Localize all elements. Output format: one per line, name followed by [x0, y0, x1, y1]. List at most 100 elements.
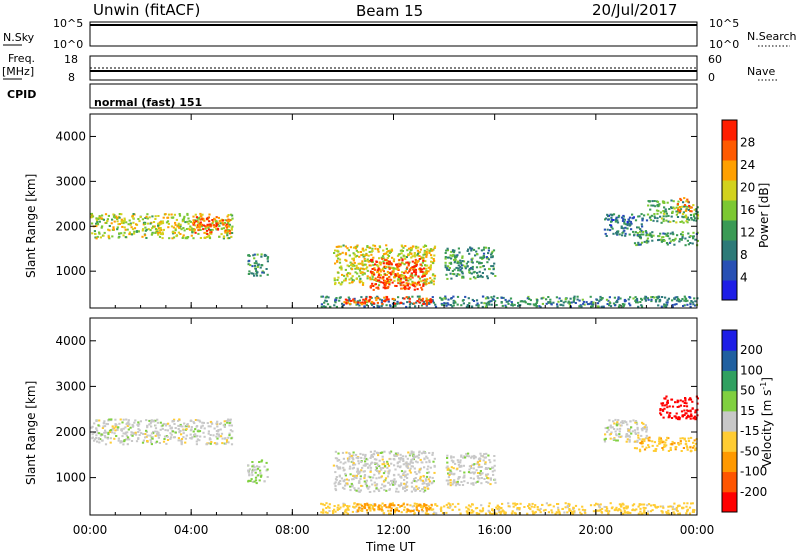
velocity-cell: [625, 433, 628, 435]
velocity-cell: [354, 463, 357, 466]
velocity-cell: [570, 512, 573, 515]
velocity-cell: [622, 512, 625, 515]
power-cell: [100, 217, 103, 220]
velocity-cell: [452, 473, 455, 476]
velocity-cell: [598, 506, 602, 509]
velocity-cell: [340, 477, 343, 480]
power-cell: [476, 260, 479, 263]
power-cell: [635, 297, 639, 300]
power-cell: [557, 300, 560, 303]
power-cell: [644, 299, 647, 302]
velocity-cell: [334, 485, 337, 487]
power-cell: [652, 219, 655, 222]
power-cell: [474, 277, 477, 280]
power-cell: [171, 231, 174, 234]
velocity-cell: [488, 459, 491, 461]
velocity-cell: [687, 440, 691, 442]
power-cell: [636, 301, 639, 304]
velocity-cell: [542, 509, 546, 512]
power-cell: [610, 216, 613, 219]
power-cell: [612, 219, 615, 221]
velocity-cell: [564, 502, 567, 505]
velocity-cell: [415, 502, 418, 505]
velocity-cell: [653, 441, 656, 444]
power-cell: [358, 255, 361, 258]
power-cell: [636, 232, 639, 235]
power-cell: [430, 254, 433, 257]
power-cell: [335, 255, 338, 258]
power-cell: [145, 215, 148, 218]
velocity-cell: [651, 509, 654, 512]
velocity-cell: [380, 475, 383, 478]
power-cell: [623, 218, 626, 221]
power-cell: [333, 279, 336, 282]
velocity-cell: [223, 420, 226, 423]
power-cell: [93, 230, 96, 233]
power-cell: [341, 281, 344, 284]
power-cell: [372, 302, 376, 305]
velocity-cell: [675, 446, 678, 448]
power-cell: [539, 306, 542, 309]
power-cell: [337, 253, 340, 256]
velocity-cell: [484, 456, 487, 459]
power-cell: [225, 223, 228, 226]
velocity-cell: [641, 421, 644, 424]
velocity-cell: [171, 430, 175, 433]
velocity-cell: [416, 461, 419, 464]
power-cell: [352, 252, 355, 255]
velocity-cell: [426, 513, 429, 515]
power-cell: [545, 298, 548, 301]
power-cell: [385, 298, 389, 301]
velocity-cell: [651, 440, 654, 443]
power-cell: [347, 265, 351, 268]
velocity-cell: [409, 453, 412, 456]
velocity-cell: [681, 506, 684, 509]
power-cell: [425, 304, 428, 307]
velocity-cell: [146, 426, 149, 429]
velocity-cell: [636, 439, 639, 442]
velocity-cell: [450, 459, 453, 462]
power-cell: [226, 228, 229, 231]
power-cell: [196, 226, 199, 229]
velocity-cell: [645, 446, 648, 449]
velocity-cell: [609, 437, 612, 440]
velocity-cell: [694, 447, 697, 450]
velocity-cell: [145, 429, 148, 432]
power-cell: [425, 303, 428, 306]
power-cell: [201, 217, 204, 220]
velocity-cell: [687, 410, 690, 413]
power-cell: [558, 297, 561, 300]
velocity-cell: [125, 438, 128, 441]
velocity-cell: [566, 506, 569, 509]
power-cell: [691, 218, 694, 221]
power-cell: [336, 260, 339, 263]
velocity-cell: [635, 423, 639, 426]
velocity-cell: [178, 418, 181, 421]
power-cell: [458, 251, 461, 254]
velocity-cell: [528, 507, 531, 509]
power-cell: [406, 254, 410, 257]
velocity-cell: [426, 507, 429, 510]
power-cell: [612, 302, 616, 305]
power-cell: [428, 299, 432, 302]
power-cell: [372, 244, 375, 247]
power-cell: [151, 215, 154, 218]
power-cell: [350, 264, 353, 267]
velocity-cell: [618, 430, 621, 433]
power-cell: [657, 205, 660, 208]
velocity-cell: [387, 471, 390, 474]
velocity-cell: [370, 454, 373, 456]
power-cell: [260, 255, 263, 258]
velocity-cell: [138, 423, 141, 426]
power-cell: [430, 260, 433, 263]
power-cell: [157, 232, 160, 234]
velocity-cell: [654, 505, 657, 508]
power-cell: [117, 223, 120, 226]
power-cell: [137, 230, 140, 233]
power-cell: [224, 231, 227, 234]
velocity-cell: [145, 419, 148, 422]
velocity-cell: [349, 485, 352, 488]
velocity-cell: [638, 448, 642, 451]
velocity-cell: [640, 427, 643, 430]
power-cell: [326, 303, 330, 306]
